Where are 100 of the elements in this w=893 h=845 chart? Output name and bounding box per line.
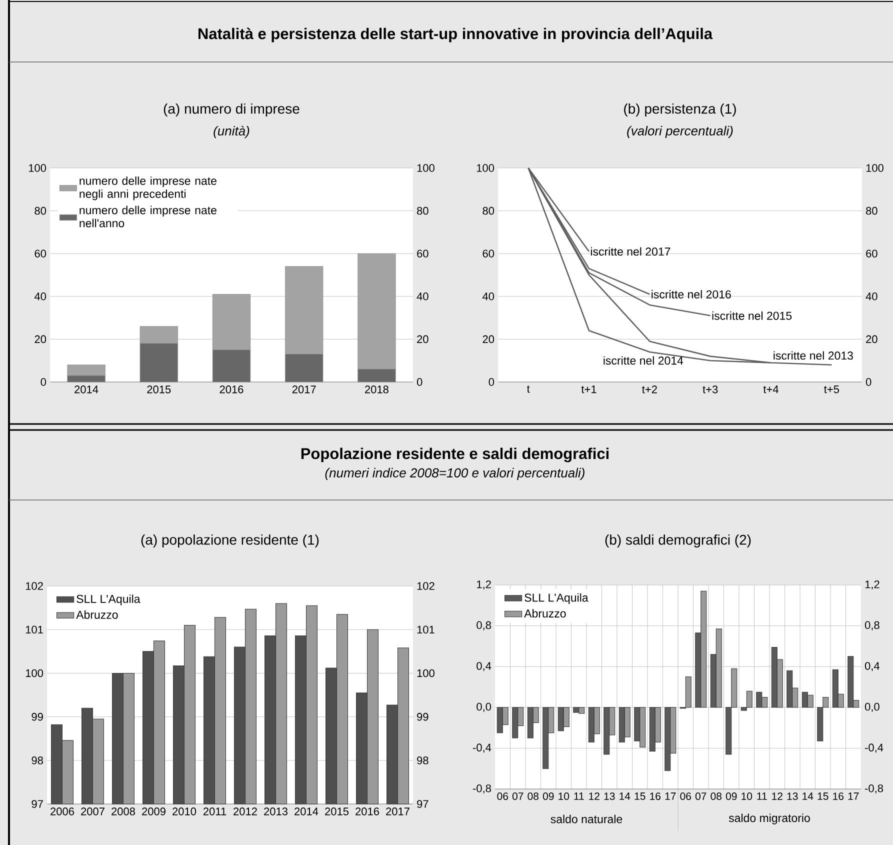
x-tick-label: 2015 bbox=[325, 808, 349, 816]
y2-tick-label: 20 bbox=[417, 335, 428, 344]
y2-tick-label: 40 bbox=[866, 292, 878, 300]
y2-tick-label: 102 bbox=[417, 582, 434, 590]
legend-label: SLL L'Aquila bbox=[76, 594, 140, 606]
legend-label: Abruzzo bbox=[76, 610, 118, 619]
x-tick-label: 11 bbox=[574, 792, 584, 800]
y-tick-label: 0 bbox=[40, 378, 46, 386]
y2-tick-label: 0,4 bbox=[864, 662, 880, 672]
text: saldo naturale bbox=[550, 814, 622, 824]
x-tick-label: 14 bbox=[802, 792, 814, 800]
y-tick-label: 20 bbox=[34, 335, 46, 344]
y2-tick-label: 101 bbox=[417, 626, 434, 634]
x-tick-label: 10 bbox=[558, 792, 570, 800]
x-tick-label: 2012 bbox=[234, 808, 257, 816]
x-tick-label: 08 bbox=[710, 792, 722, 800]
series-label: iscritte nel 2013 bbox=[774, 351, 853, 360]
y-tick-label: 102 bbox=[26, 582, 43, 590]
x-tick-label: 16 bbox=[650, 792, 661, 800]
text: (numeri indice 2008=100 e valori percentuali) bbox=[325, 468, 584, 480]
y-tick-label: 40 bbox=[34, 292, 46, 300]
series-label: iscritte nel 2015 bbox=[712, 311, 792, 320]
y2-tick-label: 1,2 bbox=[865, 580, 880, 590]
x-tick-label: 2008 bbox=[112, 808, 135, 816]
x-tick-label: t+4 bbox=[763, 386, 778, 394]
legend-label: numero delle imprese nate nell'anno bbox=[80, 206, 216, 228]
y2-tick-label: 0 bbox=[416, 378, 422, 386]
x-tick-label: 2015 bbox=[147, 386, 171, 394]
x-tick-label: 12 bbox=[772, 792, 782, 800]
y2-tick-label: 100 bbox=[417, 669, 434, 678]
y2-tick-label: 20 bbox=[866, 335, 878, 344]
y-tick-label: 0,8 bbox=[476, 621, 491, 630]
x-tick-label: 10 bbox=[742, 792, 752, 800]
chart-title: (b) persistenza (1) bbox=[624, 103, 736, 117]
x-tick-label: 2013 bbox=[264, 808, 288, 816]
chart-title: (b) saldi demografici (2) bbox=[605, 534, 751, 548]
x-tick-label: 14 bbox=[620, 792, 630, 800]
x-tick-label: 07 bbox=[512, 792, 524, 800]
y2-tick-label: -0,8 bbox=[865, 784, 884, 794]
y-tick-label: 40 bbox=[482, 292, 494, 300]
y-tick-label: 60 bbox=[34, 250, 46, 258]
y-tick-label: 100 bbox=[476, 164, 494, 172]
x-tick-label: 09 bbox=[542, 792, 554, 800]
x-tick-label: 2009 bbox=[142, 808, 166, 816]
x-tick-label: 2014 bbox=[74, 386, 98, 394]
x-tick-label: 2018 bbox=[365, 386, 388, 394]
x-tick-label: 2017 bbox=[386, 808, 410, 816]
legend-label: Abruzzo bbox=[524, 609, 566, 618]
y-tick-label: 100 bbox=[28, 164, 46, 172]
y-tick-label: -0,4 bbox=[473, 744, 492, 753]
chart-subtitle: (valori percentuali) bbox=[627, 126, 733, 138]
y-tick-label: 80 bbox=[482, 206, 494, 215]
x-tick-label: t+1 bbox=[581, 386, 596, 394]
y-tick-label: 20 bbox=[482, 335, 494, 344]
x-tick-label: 09 bbox=[726, 792, 737, 800]
x-tick-label: t+5 bbox=[824, 386, 840, 394]
x-tick-label: 07 bbox=[695, 792, 706, 800]
x-tick-label: 06 bbox=[680, 792, 692, 800]
y2-tick-label: 99 bbox=[417, 712, 428, 721]
x-tick-label: t+3 bbox=[702, 386, 718, 394]
legend-label: numero delle imprese nate negli anni precedenti bbox=[80, 176, 216, 200]
y-tick-label: 99 bbox=[32, 712, 43, 721]
y-tick-label: -0,8 bbox=[473, 784, 491, 794]
y-tick-label: 1,2 bbox=[477, 580, 491, 590]
y2-tick-label: 97 bbox=[417, 800, 428, 808]
y-tick-label: 0 bbox=[488, 378, 494, 386]
text: Popolazione residente e saldi demografici bbox=[301, 448, 609, 462]
x-tick-label: t+2 bbox=[642, 386, 657, 394]
x-tick-label: 15 bbox=[634, 792, 646, 800]
x-tick-label: 16 bbox=[833, 792, 844, 800]
series-label: iscritte nel 2014 bbox=[604, 356, 684, 365]
chart-title: (a) popolazione residente (1) bbox=[141, 534, 319, 548]
x-tick-label: 2016 bbox=[220, 386, 244, 394]
x-tick-label: 2010 bbox=[172, 808, 196, 816]
x-tick-label: 13 bbox=[604, 792, 615, 800]
x-tick-label: 17 bbox=[848, 792, 859, 800]
y2-tick-label: 100 bbox=[417, 164, 434, 172]
y-tick-label: 0,0 bbox=[476, 702, 492, 712]
y-tick-label: 97 bbox=[32, 800, 43, 808]
x-tick-label: 17 bbox=[665, 792, 676, 800]
y-tick-label: 100 bbox=[26, 669, 44, 678]
x-tick-label: 12 bbox=[589, 792, 600, 800]
y2-tick-label: 100 bbox=[866, 164, 884, 172]
y2-tick-label: 0,0 bbox=[864, 702, 880, 712]
legend-label: SLL L'Aquila bbox=[524, 593, 588, 604]
x-tick-label: 2011 bbox=[203, 808, 226, 816]
y2-tick-label: 60 bbox=[417, 250, 428, 258]
x-tick-label: 15 bbox=[818, 792, 828, 800]
y2-tick-label: 60 bbox=[866, 250, 878, 258]
y-tick-label: 60 bbox=[482, 250, 494, 258]
x-tick-label: t bbox=[526, 386, 530, 393]
text: saldo migratorio bbox=[728, 814, 810, 824]
y2-tick-label: 0 bbox=[866, 378, 872, 386]
y-tick-label: 0,4 bbox=[476, 662, 492, 672]
y2-tick-label: 98 bbox=[417, 756, 428, 764]
x-tick-label: 2017 bbox=[292, 386, 316, 394]
x-tick-label: 13 bbox=[787, 792, 798, 800]
x-tick-label: 2016 bbox=[356, 808, 379, 816]
y2-tick-label: 80 bbox=[866, 206, 878, 215]
series-label: iscritte nel 2017 bbox=[590, 247, 670, 256]
